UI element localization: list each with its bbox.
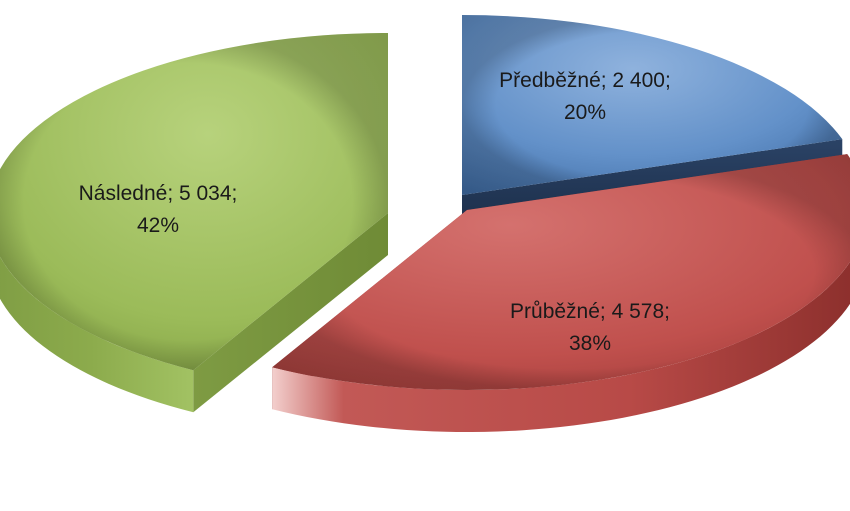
- slice-label-name-value: Následné; 5 034;: [79, 182, 238, 205]
- slice-top-shading: [462, 15, 843, 195]
- slice-2: [272, 154, 850, 432]
- slice-outer-side: [0, 256, 194, 413]
- slices-layer: [0, 15, 850, 432]
- slice-label-percent: 20%: [564, 101, 606, 124]
- slice-label: Následné; 5 034; 42%: [79, 182, 238, 237]
- slice-3: [0, 33, 388, 413]
- slice-top-shading: [0, 33, 388, 371]
- slice-label-percent: 42%: [137, 214, 179, 237]
- slice-label-percent: 38%: [569, 332, 611, 355]
- slice-outer-side: [272, 261, 850, 432]
- slice-label-name-value: Průběžné; 4 578;: [510, 300, 670, 323]
- slice-label: Předběžné; 2 400; 20%: [499, 69, 671, 124]
- slice-label: Průběžné; 4 578; 38%: [510, 300, 670, 355]
- slice-top-shading: [272, 154, 850, 390]
- labels-layer: Předběžné; 2 400; 20% Následné; 5 034; 42% P…: [79, 69, 671, 355]
- slice-cut-face-start: [193, 213, 388, 413]
- slice-label-name-value: Předběžné; 2 400;: [499, 69, 671, 92]
